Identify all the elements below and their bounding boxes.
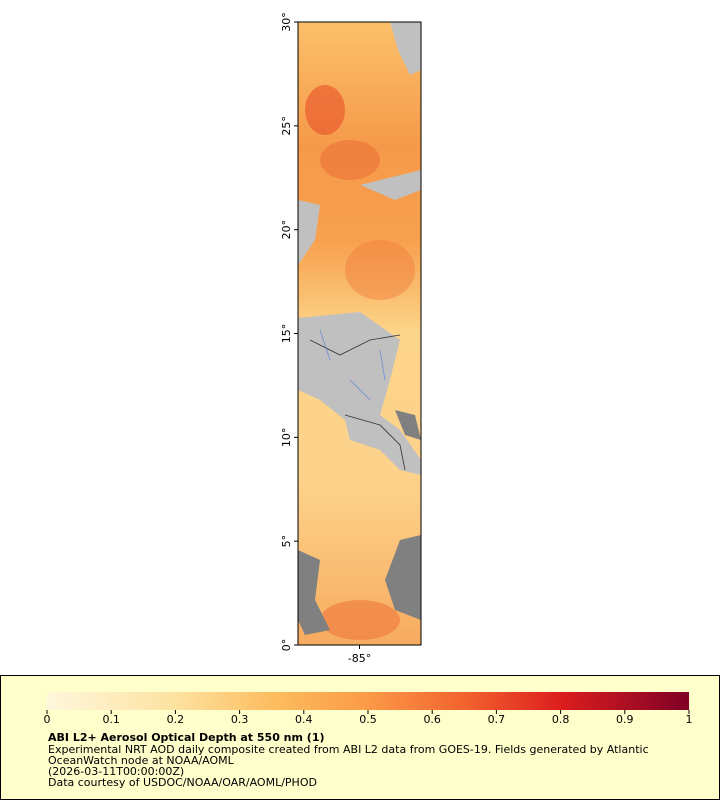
title: ABI L2+ Aerosol Optical Depth at 550 nm … (48, 731, 325, 744)
colorbar-tick-label: 0.3 (231, 713, 249, 726)
x-tick-label: -85° (348, 652, 371, 665)
colorbar-tick-label: 0.6 (423, 713, 441, 726)
y-tick-label: 15° (280, 324, 293, 344)
colorbar-tick-label: 1 (686, 713, 693, 726)
colorbar-tick-label: 0.7 (488, 713, 506, 726)
colorbar-tick-label: 0.5 (359, 713, 377, 726)
colorbar-tick-label: 0.8 (552, 713, 570, 726)
colorbar (47, 692, 689, 710)
y-tick-label: 30° (280, 12, 293, 32)
colorbar-tick-label: 0.4 (295, 713, 313, 726)
caption-line: Data courtesy of USDOC/NOAA/OAR/AOML/PHO… (48, 776, 317, 789)
colorbar-tick-label: 0.1 (102, 713, 120, 726)
map-image (297, 21, 422, 646)
caption-line: OceanWatch node at NOAA/AOML (48, 754, 235, 767)
y-tick-label: 5° (280, 535, 293, 548)
colorbar-axis: 0 0.1 0.2 0.3 0.4 0.5 0.6 0.7 0.8 0.9 1 (44, 710, 693, 726)
y-tick-label: 25° (280, 116, 293, 136)
y-tick-label: 20° (280, 220, 293, 240)
y-tick-label: 0° (280, 639, 293, 652)
colorbar-tick-label: 0.2 (167, 713, 185, 726)
colorbar-tick-label: 0.9 (616, 713, 634, 726)
colorbar-tick-label: 0 (44, 713, 51, 726)
axes: 0° 5° 10° 15° 20° 25° 30° -85° (280, 12, 371, 665)
caption-line: (2026-03-11T00:00:00Z) (48, 765, 184, 778)
caption-line: Experimental NRT AOD daily composite cre… (48, 743, 649, 756)
y-tick-label: 10° (280, 428, 293, 448)
